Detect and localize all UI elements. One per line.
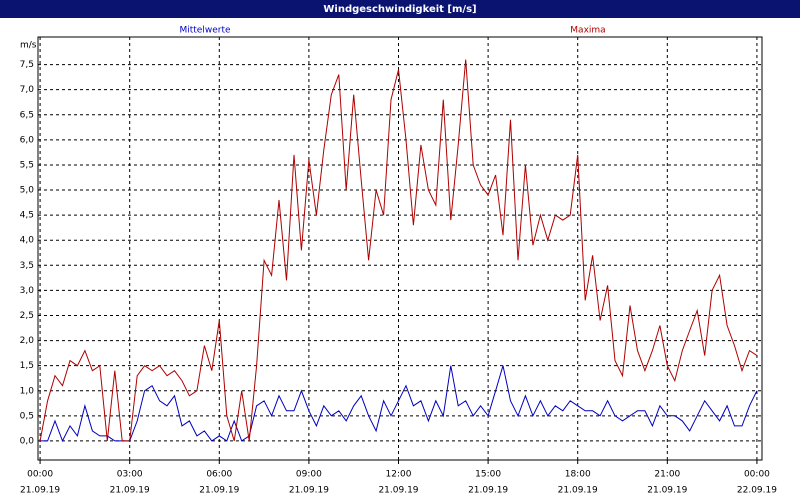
legend-entry: Maxima xyxy=(570,26,605,36)
x-tick-label: 21:00 xyxy=(654,470,680,480)
plot-area xyxy=(37,36,763,461)
x-tick-label: 21.09.19 xyxy=(378,486,418,496)
x-tick-label: 22.09.19 xyxy=(737,486,777,496)
y-tick-label: 1,0 xyxy=(20,386,35,396)
y-tick-label: 6,0 xyxy=(20,135,35,145)
y-tick-label: 5,5 xyxy=(20,160,34,170)
y-axis-label: m/s xyxy=(20,41,37,51)
x-tick-label: 18:00 xyxy=(565,470,591,480)
x-tick-label: 21.09.19 xyxy=(199,486,239,496)
y-tick-label: 3,5 xyxy=(20,261,34,271)
y-tick-label: 7,0 xyxy=(20,85,35,95)
y-tick-label: 2,5 xyxy=(20,311,34,321)
x-tick-label: 12:00 xyxy=(386,470,412,480)
y-tick-label: 4,0 xyxy=(20,236,35,246)
y-tick-label: 3,0 xyxy=(20,286,35,296)
x-tick-label: 21.09.19 xyxy=(110,486,150,496)
x-tick-label: 00:00 xyxy=(27,470,53,480)
chart-title: Windgeschwindigkeit [m/s] xyxy=(323,4,476,15)
y-tick-label: 2,0 xyxy=(20,336,35,346)
x-tick-label: 21.09.19 xyxy=(647,486,687,496)
y-tick-label: 1,5 xyxy=(20,361,34,371)
y-tick-label: 7,5 xyxy=(20,60,34,70)
y-tick-label: 6,5 xyxy=(20,110,34,120)
x-tick-label: 21.09.19 xyxy=(468,486,508,496)
x-tick-label: 21.09.19 xyxy=(558,486,598,496)
y-tick-label: 5,0 xyxy=(20,186,35,196)
x-tick-label: 00:00 xyxy=(744,470,770,480)
x-tick-label: 15:00 xyxy=(475,470,501,480)
x-tick-label: 21.09.19 xyxy=(289,486,329,496)
y-tick-label: 4,5 xyxy=(20,211,34,221)
x-tick-label: 06:00 xyxy=(206,470,232,480)
y-tick-label: 0,0 xyxy=(20,436,35,446)
x-tick-label: 21.09.19 xyxy=(20,486,60,496)
title-bar xyxy=(0,0,800,18)
y-tick-label: 0,5 xyxy=(20,411,34,421)
data-line xyxy=(39,59,758,442)
x-tick-label: 03:00 xyxy=(117,470,143,480)
data-line xyxy=(40,365,758,443)
x-tick-label: 09:00 xyxy=(296,470,322,480)
legend-entry: Mittelwerte xyxy=(179,26,230,36)
